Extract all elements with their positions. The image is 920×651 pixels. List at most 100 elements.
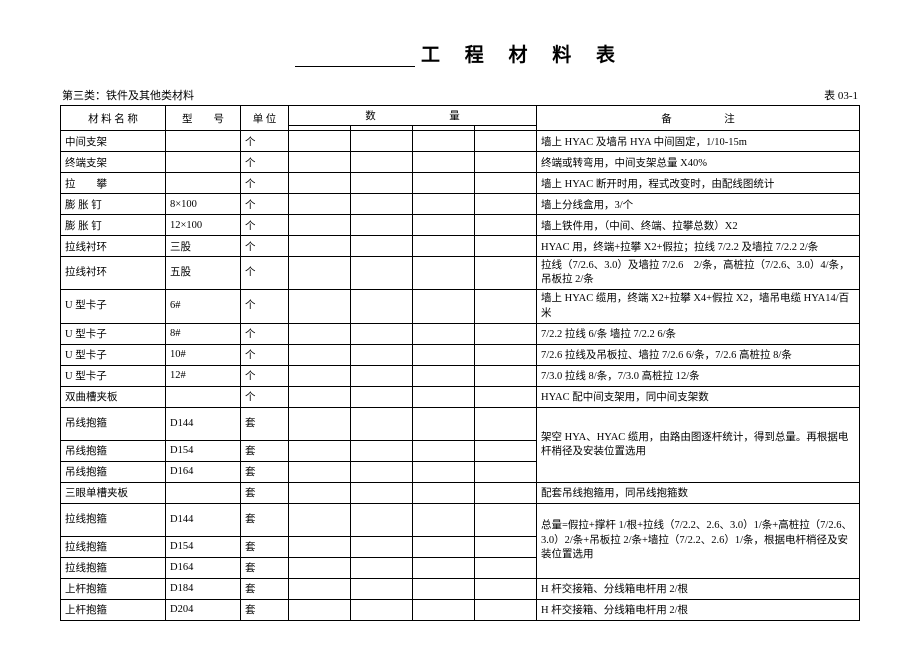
cell-q4 — [475, 599, 537, 620]
cell-q3 — [413, 290, 475, 323]
cell-q2 — [351, 365, 413, 386]
cell-unit: 套 — [241, 503, 289, 536]
cell-q3 — [413, 557, 475, 578]
cell-q2 — [351, 194, 413, 215]
title-blank-underline — [295, 66, 415, 67]
table-row: 终端支架个终端或转弯用，中间支架总量 X40% — [61, 152, 860, 173]
table-row: 拉线衬环三股个HYAC 用，终端+拉攀 X2+假拉；拉线 7/2.2 及墙拉 7… — [61, 236, 860, 257]
cell-q1 — [289, 365, 351, 386]
materials-table: 材 料 名 称 型 号 单 位 数 量 备 注 中间支架个墙上 HYAC 及墙吊… — [60, 105, 860, 621]
cell-model — [166, 482, 241, 503]
table-row: 吊线抱箍D144套架空 HYA、HYAC 缆用，由路由图逐杆统计，得到总量。再根… — [61, 407, 860, 440]
cell-name: 拉线抱箍 — [61, 557, 166, 578]
table-row: 三眼单槽夹板套配套吊线抱箍用，同吊线抱箍数 — [61, 482, 860, 503]
cell-unit: 个 — [241, 344, 289, 365]
table-row: U 型卡子8#个7/2.2 拉线 6/条 墙拉 7/2.2 6/条 — [61, 323, 860, 344]
cell-q4 — [475, 323, 537, 344]
cell-model: D144 — [166, 407, 241, 440]
cell-model: D144 — [166, 503, 241, 536]
col-header-unit: 单 位 — [241, 106, 289, 131]
cell-model: 8# — [166, 323, 241, 344]
cell-unit: 个 — [241, 131, 289, 152]
cell-q4 — [475, 215, 537, 236]
cell-model — [166, 386, 241, 407]
cell-name: 上杆抱箍 — [61, 578, 166, 599]
cell-q1 — [289, 194, 351, 215]
cell-unit: 套 — [241, 557, 289, 578]
cell-remark: 架空 HYA、HYAC 缆用，由路由图逐杆统计，得到总量。再根据电杆梢径及安装位… — [537, 407, 860, 482]
table-row: 上杆抱箍D184套H 杆交接箱、分线箱电杆用 2/根 — [61, 578, 860, 599]
table-row: 拉 攀个墙上 HYAC 断开时用，程式改变时，由配线图统计 — [61, 173, 860, 194]
cell-model: 12×100 — [166, 215, 241, 236]
cell-model: 6# — [166, 290, 241, 323]
cell-unit: 个 — [241, 194, 289, 215]
cell-q2 — [351, 578, 413, 599]
cell-name: 拉线衬环 — [61, 257, 166, 290]
cell-q2 — [351, 215, 413, 236]
cell-q2 — [351, 407, 413, 440]
cell-model: D204 — [166, 599, 241, 620]
cell-q4 — [475, 440, 537, 461]
cell-remark: 终端或转弯用，中间支架总量 X40% — [537, 152, 860, 173]
cell-q4 — [475, 236, 537, 257]
cell-q2 — [351, 152, 413, 173]
cell-name: U 型卡子 — [61, 365, 166, 386]
cell-remark: H 杆交接箱、分线箱电杆用 2/根 — [537, 578, 860, 599]
cell-q1 — [289, 257, 351, 290]
cell-unit: 套 — [241, 407, 289, 440]
page-title: 工 程 材 料 表 — [421, 45, 625, 66]
cell-q4 — [475, 407, 537, 440]
cell-q3 — [413, 344, 475, 365]
cell-q1 — [289, 236, 351, 257]
cell-name: 终端支架 — [61, 152, 166, 173]
meta-right: 表 03-1 — [824, 87, 858, 103]
table-row: U 型卡子12#个7/3.0 拉线 8/条，7/3.0 高桩拉 12/条 — [61, 365, 860, 386]
table-row: 膨 胀 钉12×100个墙上铁件用，（中间、终端、拉攀总数）X2 — [61, 215, 860, 236]
cell-q1 — [289, 386, 351, 407]
cell-q2 — [351, 386, 413, 407]
cell-q1 — [289, 407, 351, 440]
cell-unit: 个 — [241, 257, 289, 290]
cell-model: D184 — [166, 578, 241, 599]
page-title-wrapper: 工 程 材 料 表 — [60, 40, 860, 67]
cell-remark: 拉线（7/2.6、3.0）及墙拉 7/2.6 2/条，高桩拉（7/2.6、3.0… — [537, 257, 860, 290]
cell-name: 三眼单槽夹板 — [61, 482, 166, 503]
cell-remark: HYAC 用，终端+拉攀 X2+假拉；拉线 7/2.2 及墙拉 7/2.2 2/… — [537, 236, 860, 257]
cell-q3 — [413, 131, 475, 152]
cell-q3 — [413, 482, 475, 503]
table-row: U 型卡子10#个7/2.6 拉线及吊板拉、墙拉 7/2.6 6/条，7/2.6… — [61, 344, 860, 365]
table-row: 上杆抱箍D204套H 杆交接箱、分线箱电杆用 2/根 — [61, 599, 860, 620]
table-row: 拉线衬环五股个拉线（7/2.6、3.0）及墙拉 7/2.6 2/条，高桩拉（7/… — [61, 257, 860, 290]
cell-q4 — [475, 152, 537, 173]
cell-model — [166, 131, 241, 152]
cell-name: U 型卡子 — [61, 290, 166, 323]
cell-q2 — [351, 344, 413, 365]
cell-q1 — [289, 323, 351, 344]
cell-q2 — [351, 482, 413, 503]
cell-q3 — [413, 173, 475, 194]
cell-q4 — [475, 194, 537, 215]
cell-remark: 7/3.0 拉线 8/条，7/3.0 高桩拉 12/条 — [537, 365, 860, 386]
cell-remark: 总量=假拉+撑杆 1/根+拉线（7/2.2、2.6、3.0）1/条+高桩拉（7/… — [537, 503, 860, 578]
cell-q3 — [413, 257, 475, 290]
cell-q3 — [413, 365, 475, 386]
cell-remark: 墙上铁件用，（中间、终端、拉攀总数）X2 — [537, 215, 860, 236]
col-header-name: 材 料 名 称 — [61, 106, 166, 131]
cell-model: 10# — [166, 344, 241, 365]
cell-q4 — [475, 557, 537, 578]
meta-left: 第三类：铁件及其他类材料 — [62, 87, 194, 103]
cell-q4 — [475, 461, 537, 482]
cell-unit: 个 — [241, 236, 289, 257]
cell-q1 — [289, 440, 351, 461]
cell-q3 — [413, 323, 475, 344]
cell-model: D154 — [166, 536, 241, 557]
cell-unit: 个 — [241, 173, 289, 194]
cell-q2 — [351, 503, 413, 536]
cell-q4 — [475, 257, 537, 290]
cell-q4 — [475, 365, 537, 386]
cell-name: 上杆抱箍 — [61, 599, 166, 620]
cell-remark: HYAC 配中间支架用，同中间支架数 — [537, 386, 860, 407]
cell-q4 — [475, 386, 537, 407]
cell-q1 — [289, 482, 351, 503]
cell-q3 — [413, 461, 475, 482]
